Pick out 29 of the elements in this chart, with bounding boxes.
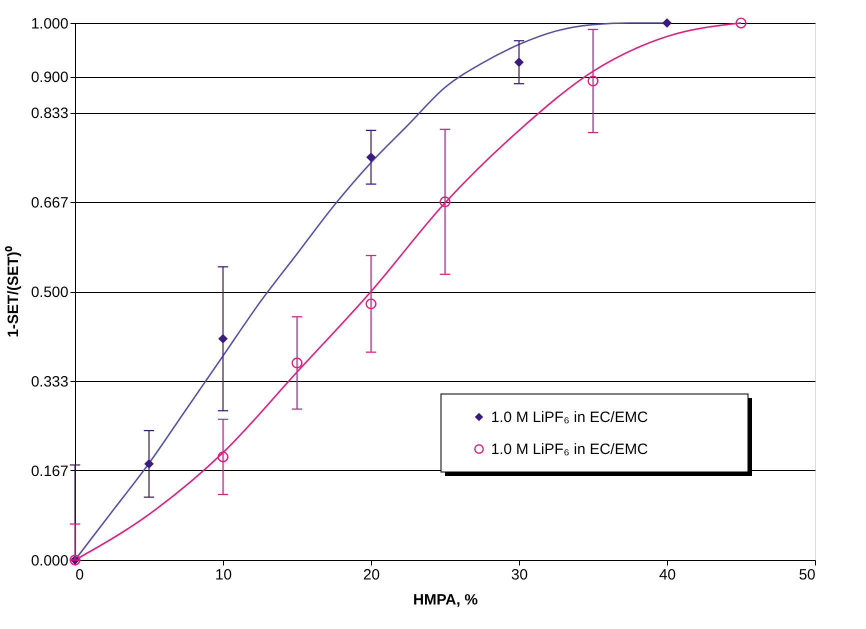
point <box>662 18 672 28</box>
y-tick-label: 0.667 <box>30 194 68 212</box>
y-tick-label: 0.833 <box>30 105 68 122</box>
y-tick-label: 0.333 <box>30 374 68 391</box>
point <box>218 452 228 462</box>
x-tick-label: 50 <box>798 566 816 584</box>
x-tick-label: 0 <box>76 566 84 584</box>
point <box>144 459 154 469</box>
x-tick-label: 30 <box>511 566 528 584</box>
x-tick-label: 40 <box>659 566 676 584</box>
point <box>588 76 598 86</box>
y-axis-title: 1-SET/(SET)⁰ <box>4 246 22 338</box>
point <box>440 196 450 208</box>
x-tick-label: 10 <box>215 566 232 584</box>
legend-label: 1.0 M LiPF₆ in EC/EMC <box>491 441 648 458</box>
point <box>218 334 228 344</box>
y-tick-label: 0.900 <box>30 69 68 86</box>
x-tick-label: 20 <box>363 566 380 584</box>
y-tick-label: 0.000 <box>30 552 68 570</box>
y-tick-label: 0.500 <box>30 284 68 301</box>
x-axis-title: HMPA, % <box>413 592 478 608</box>
legend-label: 1.0 M LiPF₆ in EC/EMC <box>491 409 648 426</box>
point <box>366 152 376 162</box>
point <box>514 57 524 67</box>
point <box>366 298 376 310</box>
y-tick-label: 1.000 <box>30 16 68 32</box>
y-tick-label: 0.167 <box>30 462 68 480</box>
point <box>292 358 302 368</box>
point <box>736 18 746 28</box>
